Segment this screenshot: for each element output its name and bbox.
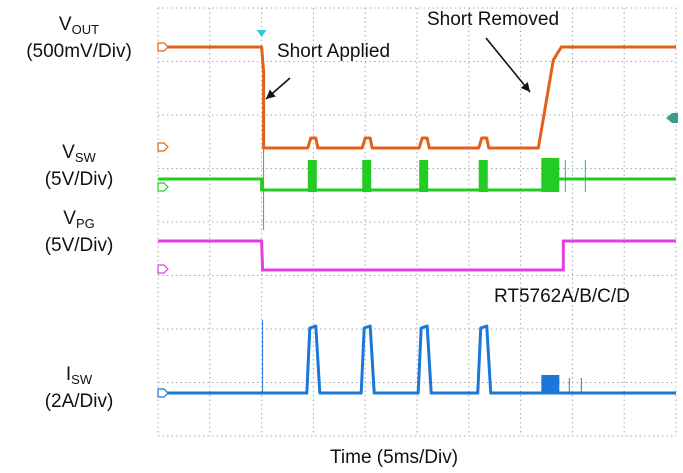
vpg-marker [157,264,169,274]
part-number-label: RT5762A/B/C/D [494,286,630,307]
vsw-marker [157,182,169,192]
annotation-arrows [265,37,531,100]
vsw-scale: (5V/Div) [44,169,114,190]
vsw-burst [478,160,488,192]
vsw-burst [541,158,560,192]
short-removed-arrow-head [520,82,530,92]
vpg-scale: (5V/Div) [44,235,114,256]
isw-marker [157,388,169,398]
vsw-ch-marker [157,142,169,152]
vout-scale: (500mV/Div) [26,41,132,62]
vsw-label: VSW (5V/Div) [44,142,114,190]
isw-scale: (2A/Div) [44,391,114,412]
trigger-level-marker [666,113,678,123]
vpg-label: VPG (5V/Div) [44,208,114,256]
short-removed-annotation: Short Removed [427,9,560,30]
isw-trace [158,324,676,395]
short-applied-arrow-head [266,89,276,99]
vout-label: VOUT (500mV/Div) [26,14,132,62]
vpg-trace [158,239,676,272]
isw-burst [541,375,560,393]
short-applied-annotation: Short Applied [277,41,391,62]
isw-label: ISW (2A/Div) [44,364,114,412]
short-removed-arrow [485,37,531,93]
vsw-burst [419,160,429,192]
vout-marker [157,42,169,52]
vout-trace [158,45,676,150]
grid [157,7,677,437]
vsw-burst [362,160,372,192]
traces [157,30,678,398]
vsw-trace [158,177,676,192]
trigger-marker [256,30,267,37]
x-axis-label: Time (5ms/Div) [330,447,459,468]
vsw-burst [307,160,317,192]
